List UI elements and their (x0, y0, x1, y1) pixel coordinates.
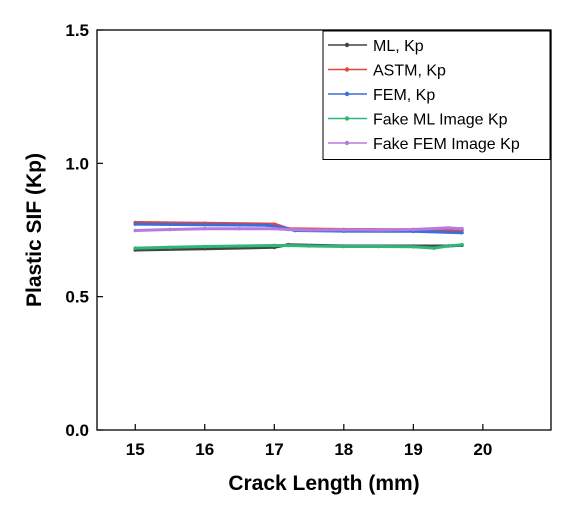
plot-area-frame (96, 29, 552, 431)
x-axis-ticks: 15 16 17 18 19 20 (126, 424, 492, 459)
data-point (376, 244, 381, 249)
x-tick-label: 17 (265, 440, 284, 459)
legend-marker (344, 91, 350, 97)
data-point (272, 243, 277, 248)
y-axis-title: Plastic SIF (Kp) (23, 153, 46, 307)
data-point (446, 244, 450, 248)
data-point (460, 226, 464, 231)
y-tick-label: 1.0 (65, 154, 89, 173)
data-point (342, 244, 346, 249)
data-point (237, 244, 242, 248)
data-point (202, 244, 207, 249)
y-tick-label: 0.0 (65, 421, 89, 440)
y-axis-ticks: 0.0 0.5 1.0 1.5 (65, 21, 103, 440)
series-layer (133, 220, 464, 252)
x-tick-label: 15 (126, 440, 145, 459)
data-point (460, 230, 464, 235)
legend-marker (344, 67, 350, 72)
series-line-4 (135, 226, 463, 232)
legend: ML, Kp ASTM, Kp FEM, Kp Fake ML Image Kp Fak… (322, 30, 551, 160)
legend-marker (344, 42, 350, 48)
legend-marker (344, 116, 350, 121)
x-tick-label: 18 (334, 440, 353, 459)
data-point (237, 226, 242, 231)
data-point (411, 227, 416, 232)
legend-marker (344, 140, 350, 146)
legend-label: FEM, Kp (373, 87, 435, 104)
legend-label: Fake ML Image Kp (373, 112, 508, 129)
data-point (286, 227, 290, 232)
x-axis-title: Crack Length (mm) (228, 472, 419, 495)
y-tick-label: 1.5 (65, 21, 89, 40)
legend-label: Fake FEM Image Kp (373, 136, 520, 153)
y-tick-label: 0.5 (65, 288, 89, 307)
data-point (168, 227, 172, 232)
data-point (342, 227, 346, 232)
data-point (307, 228, 311, 232)
data-point (432, 246, 436, 250)
data-point (133, 222, 138, 226)
legend-label: ASTM, Kp (373, 63, 446, 80)
data-point (446, 226, 450, 230)
legend-label: ML, Kp (373, 38, 424, 55)
data-point (272, 226, 277, 231)
x-tick-label: 20 (473, 440, 492, 459)
data-point (202, 222, 207, 227)
data-point (460, 242, 464, 247)
data-point (376, 228, 381, 232)
data-point (133, 228, 138, 233)
data-point (411, 245, 416, 249)
data-point (286, 243, 290, 248)
data-point (307, 244, 311, 248)
x-tick-label: 16 (195, 440, 214, 459)
data-point (265, 223, 270, 227)
x-tick-label: 19 (404, 440, 423, 459)
legend-box (322, 30, 551, 160)
data-point (168, 245, 172, 250)
data-point (202, 226, 207, 231)
data-point (133, 246, 138, 250)
